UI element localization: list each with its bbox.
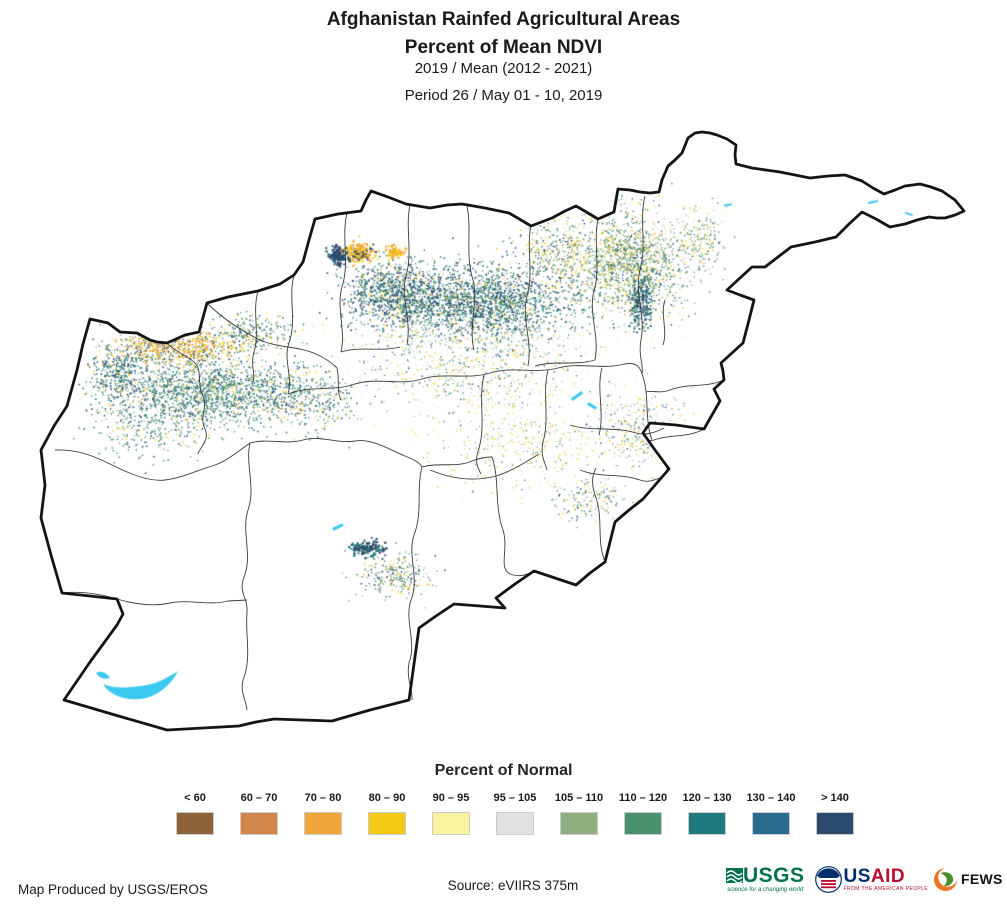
logo-row: USGS science for a changing world NASA U… <box>726 858 1007 900</box>
legend-class-label: 70 – 80 <box>304 792 342 804</box>
province-border <box>637 195 646 375</box>
usgs-tagline: science for a changing world <box>727 887 804 893</box>
province-border <box>61 591 248 606</box>
legend-class-label: 120 – 130 <box>682 792 732 804</box>
province-border <box>662 299 666 346</box>
legend-class: 105 – 110 <box>547 792 611 835</box>
legend-class-label: 80 – 90 <box>368 792 406 804</box>
legend-class-swatch <box>240 812 278 835</box>
legend-class-label: < 60 <box>184 792 206 804</box>
legend-class-swatch <box>496 812 534 835</box>
province-border <box>541 369 549 471</box>
legend-class-label: 90 – 95 <box>432 792 470 804</box>
usaid-emblem-icon <box>814 865 842 893</box>
legend-class-label: 60 – 70 <box>240 792 278 804</box>
province-border <box>466 205 476 351</box>
legend-class-label: 130 – 140 <box>746 792 796 804</box>
legend-class-label: 105 – 110 <box>554 792 604 804</box>
produced-by-label: Map Produced by USGS/EROS <box>18 882 208 897</box>
province-border <box>286 274 295 395</box>
usaid-logo: USAID FROM THE AMERICAN PEOPLE <box>814 865 929 893</box>
province-border <box>407 466 423 701</box>
province-border <box>591 218 599 361</box>
legend: Percent of Normal < 60 60 – 70 70 – 80 80 –… <box>0 762 1007 835</box>
legend-class-swatch <box>688 812 726 835</box>
legend-classes: < 60 60 – 70 70 – 80 80 – 90 90 – 95 95 – 105… <box>163 792 867 835</box>
fewsnet-wordmark: FEWS NET <box>961 871 1007 887</box>
province-border <box>421 456 535 577</box>
legend-class-swatch <box>368 812 406 835</box>
province-border <box>54 442 251 481</box>
province-border <box>241 442 252 711</box>
legend-title: Percent of Normal <box>434 762 573 779</box>
fewsnet-logo: FEWS NET <box>933 867 1007 892</box>
province-border <box>340 346 401 353</box>
province-border <box>403 204 411 346</box>
legend-class: 120 – 130 <box>675 792 739 835</box>
country-border <box>39 130 966 732</box>
legend-class-label: 110 – 120 <box>618 792 668 804</box>
legend-class: 80 – 90 <box>355 792 419 835</box>
usgs-wordmark: USGS <box>743 864 805 887</box>
legend-class: 90 – 95 <box>419 792 483 835</box>
legend-class: 95 – 105 <box>483 792 547 835</box>
usgs-wave-icon <box>726 868 743 884</box>
province-border <box>592 467 606 563</box>
legend-class: > 140 <box>803 792 867 835</box>
legend-class-label: > 140 <box>821 792 849 804</box>
province-border <box>569 424 665 435</box>
province-border <box>252 290 259 383</box>
province-border <box>642 428 705 441</box>
legend-class: 110 – 120 <box>611 792 675 835</box>
legend-class-swatch <box>624 812 662 835</box>
legend-class: 130 – 140 <box>739 792 803 835</box>
province-border <box>641 373 653 441</box>
legend-class-swatch <box>816 812 854 835</box>
province-border <box>339 212 348 353</box>
legend-class-label: 95 – 105 <box>493 792 537 804</box>
province-border <box>249 438 423 468</box>
usaid-wordmark-aid: AID <box>870 865 906 887</box>
province-border <box>166 342 207 455</box>
legend-class: < 60 <box>163 792 227 835</box>
province-border <box>524 225 532 367</box>
legend-class-swatch <box>432 812 470 835</box>
usgs-logo: USGS science for a changing world <box>726 865 805 893</box>
legend-class-swatch <box>304 812 342 835</box>
province-border <box>206 302 338 369</box>
province-border <box>534 359 596 367</box>
legend-class-swatch <box>560 812 598 835</box>
source-label: Source: eVIIRS 375m <box>447 878 579 893</box>
usaid-wordmark-us: US <box>843 865 871 887</box>
province-border <box>598 367 603 436</box>
province-border <box>287 363 643 395</box>
legend-class: 60 – 70 <box>227 792 291 835</box>
province-border <box>579 469 661 482</box>
province-border <box>336 367 342 401</box>
fewsnet-globe-icon <box>934 867 958 891</box>
province-border <box>476 374 485 475</box>
province-border <box>645 379 725 393</box>
province-border <box>429 453 540 480</box>
legend-class-swatch <box>752 812 790 835</box>
usaid-tagline: FROM THE AMERICAN PEOPLE <box>843 885 929 892</box>
legend-class-swatch <box>176 812 214 835</box>
legend-class: 70 – 80 <box>291 792 355 835</box>
